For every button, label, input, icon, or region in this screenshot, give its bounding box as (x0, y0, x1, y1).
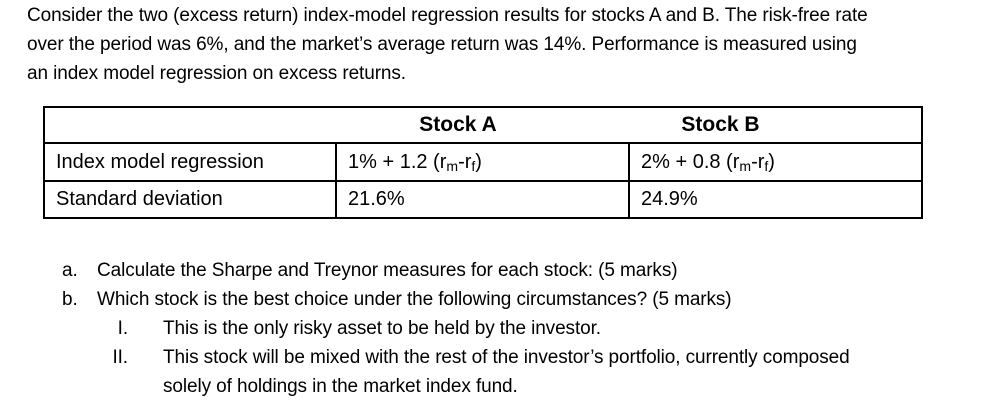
subscript-m: m (446, 157, 459, 174)
formula-text: ) (768, 150, 775, 173)
std-dev-row-label: Standard deviation (43, 180, 337, 219)
stock-b-header: Stock B (629, 107, 922, 144)
sub-question-2: II. This stock will be mixed with the re… (0, 343, 991, 372)
sub-question-1: I. This is the only risky asset to be he… (0, 314, 991, 343)
question-a-text: Calculate the Sharpe and Treynor measure… (97, 260, 678, 281)
stock-b-std-dev-cell: 24.9% (628, 180, 923, 219)
table-corner-cell (44, 107, 336, 144)
regression-row-label: Index model regression (43, 142, 337, 182)
std-dev-row: Standard deviation 21.6% 24.9% (43, 180, 923, 219)
sub-question-1-text: This is the only risky asset to be held … (163, 318, 601, 339)
sub-question-2-continuation: solely of holdings in the market index f… (0, 372, 991, 401)
regression-results-table: Stock A Stock B Index model regression 1… (43, 106, 923, 219)
table-header-row: Stock A Stock B (44, 107, 922, 144)
question-b-text: Which stock is the best choice under the… (97, 289, 732, 310)
sub-question-1-marker: I. (117, 318, 128, 339)
question-a-marker: a. (62, 260, 78, 281)
stock-a-header: Stock A (336, 107, 629, 144)
intro-line-2: over the period was 6%, and the market’s… (27, 34, 857, 55)
question-list: a. Calculate the Sharpe and Treynor meas… (0, 256, 991, 401)
formula-text: 1% + 1.2 (r (348, 150, 447, 173)
stock-a-std-dev-cell: 21.6% (335, 180, 630, 219)
question-b: b. Which stock is the best choice under … (0, 285, 991, 314)
formula-text: -r (751, 150, 765, 173)
intro-line-1: Consider the two (excess return) index-m… (27, 5, 868, 26)
formula-text: 2% + 0.8 (r (641, 150, 740, 173)
question-a: a. Calculate the Sharpe and Treynor meas… (0, 256, 991, 285)
sub-question-2-text-line-2: solely of holdings in the market index f… (163, 376, 518, 397)
formula-text: ) (475, 150, 482, 173)
stock-a-regression-cell: 1% + 1.2 (rm-rf) (335, 142, 630, 182)
subscript-m: m (739, 157, 752, 174)
sub-question-2-marker: II. (112, 347, 128, 368)
subscript-f: f (764, 157, 769, 174)
intro-paragraph: Consider the two (excess return) index-m… (27, 1, 868, 88)
regression-row: Index model regression 1% + 1.2 (rm-rf) … (43, 142, 923, 182)
intro-line-3: an index model regression on excess retu… (27, 63, 406, 84)
stock-b-regression-cell: 2% + 0.8 (rm-rf) (628, 142, 923, 182)
subscript-f: f (471, 157, 476, 174)
sub-question-2-text-line-1: This stock will be mixed with the rest o… (163, 347, 850, 368)
formula-text: -r (458, 150, 472, 173)
question-b-marker: b. (62, 289, 78, 310)
